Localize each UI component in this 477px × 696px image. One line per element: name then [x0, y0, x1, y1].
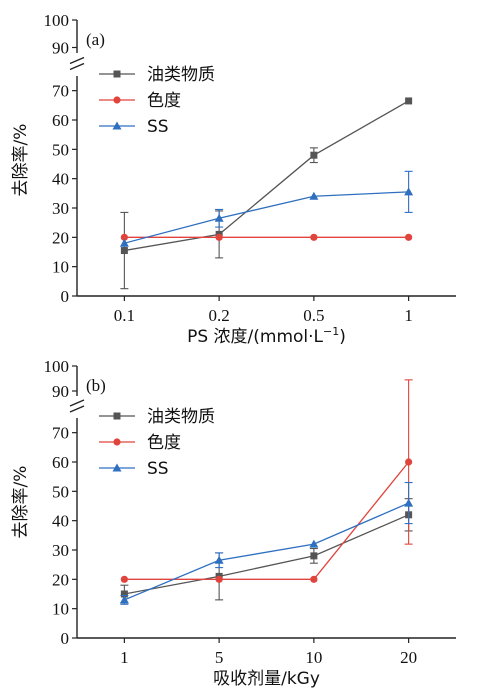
legend-label: 油类物质 — [147, 65, 215, 85]
data-point — [215, 233, 223, 241]
x-tick-label: 0.1 — [114, 306, 135, 325]
y-tick-label: 30 — [52, 541, 69, 560]
y-tick-label: 60 — [52, 453, 69, 472]
axis-break-mark — [69, 56, 85, 65]
data-point — [310, 575, 318, 583]
data-point — [309, 191, 319, 200]
data-point — [405, 97, 413, 105]
y-tick-label: 90 — [52, 39, 69, 58]
series-line — [124, 100, 409, 252]
legend-label: 油类物质 — [147, 407, 215, 427]
legend-marker — [112, 121, 122, 130]
legend-marker — [113, 438, 121, 446]
chart-panel-1: 0 10 20 30 40 50 60 70 90 100 0.1 0.2 0.5 1 PS 浓度/(mmo… — [11, 11, 456, 347]
y-axis-title: 去除率/% — [11, 466, 31, 539]
data-point — [404, 498, 414, 507]
data-point — [120, 247, 128, 255]
y-tick-label: 90 — [52, 382, 69, 401]
y-tick-label: 70 — [52, 424, 69, 443]
chart-panel-2: 0 10 20 30 40 50 60 70 90 100 1 5 10 20 吸收剂量/kGy 去除率/% (… — [11, 357, 456, 689]
data-point — [120, 575, 128, 583]
series-1 — [120, 498, 413, 604]
series-line — [124, 461, 410, 580]
data-point — [119, 238, 129, 247]
series-3 — [119, 170, 414, 247]
data-point — [310, 233, 318, 241]
y-tick-label: 100 — [44, 11, 70, 30]
y-tick-label: 70 — [52, 82, 69, 101]
panel-label: (b) — [86, 376, 106, 395]
y-tick-label: 10 — [52, 600, 69, 619]
x-tick-label: 1 — [120, 648, 129, 667]
x-tick-label: 0.5 — [303, 306, 324, 325]
x-tick-label: 5 — [215, 648, 224, 667]
y-tick-label: 0 — [61, 287, 70, 306]
legend-label: SS — [147, 459, 169, 479]
legend-label: 色度 — [147, 91, 181, 111]
x-axis-title: 吸收剂量/kGy — [213, 669, 320, 689]
series-line — [124, 514, 409, 595]
series-3 — [119, 481, 414, 605]
y-tick-label: 50 — [52, 482, 69, 501]
x-tick-label: 10 — [305, 648, 322, 667]
y-tick-label: 60 — [52, 111, 69, 130]
axis-break-mark — [69, 399, 85, 407]
y-tick-label: 40 — [52, 170, 69, 189]
y-tick-label: 30 — [52, 199, 69, 218]
y-tick-label: 10 — [52, 258, 69, 277]
legend-label: SS — [147, 117, 169, 137]
axis-break-mark — [69, 405, 85, 413]
y-tick-label: 20 — [52, 570, 69, 589]
data-point — [405, 233, 413, 241]
data-point — [214, 213, 224, 222]
series-line — [124, 502, 409, 601]
data-point — [405, 458, 413, 466]
y-axis-title: 去除率/% — [11, 124, 31, 197]
y-tick-label: 50 — [52, 140, 69, 159]
x-tick-label: 0.2 — [209, 306, 230, 325]
data-point — [214, 555, 224, 564]
x-axis-title: PS 浓度/(mmol·L−1) — [187, 325, 346, 347]
data-point — [310, 151, 318, 159]
series-2 — [120, 233, 413, 241]
data-point — [309, 539, 319, 548]
data-point — [120, 590, 128, 598]
x-tick-label: 20 — [400, 648, 417, 667]
legend-marker — [113, 96, 121, 104]
data-point — [120, 233, 128, 241]
data-point — [404, 187, 414, 196]
legend-marker — [113, 70, 121, 78]
axis-break-mark — [69, 62, 85, 71]
data-point — [215, 575, 223, 583]
legend-label: 色度 — [147, 433, 181, 453]
y-tick-label: 40 — [52, 512, 69, 531]
data-point — [119, 595, 129, 604]
y-tick-label: 0 — [61, 629, 70, 648]
legend-marker — [112, 463, 122, 472]
y-tick-label: 100 — [44, 357, 70, 376]
x-tick-label: 1 — [404, 306, 413, 325]
legend-marker — [113, 412, 121, 420]
panel-label: (a) — [86, 30, 105, 49]
y-tick-label: 20 — [52, 228, 69, 247]
data-point — [310, 552, 318, 560]
series-line — [124, 191, 409, 244]
